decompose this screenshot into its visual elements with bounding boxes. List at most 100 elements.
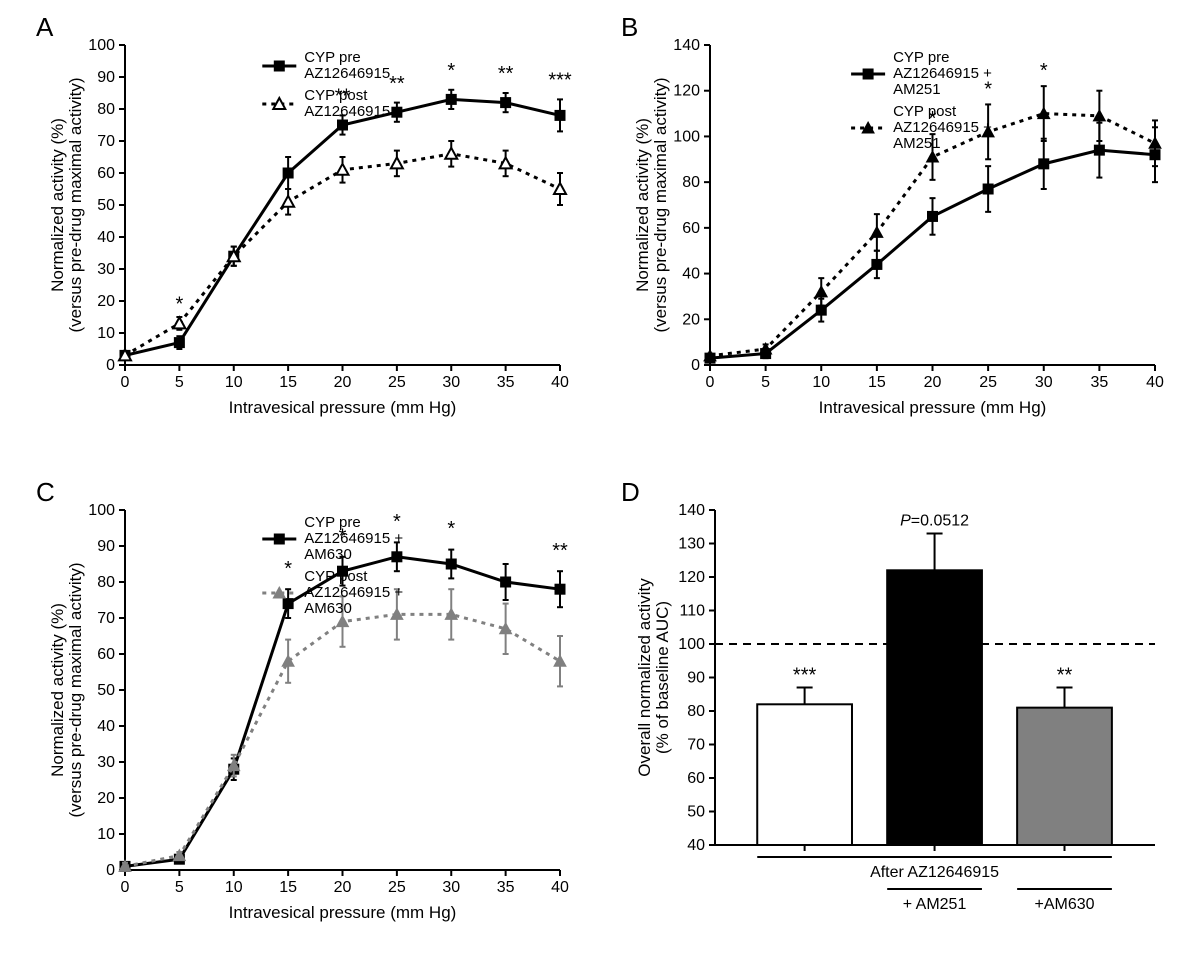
svg-text:5: 5: [761, 374, 770, 391]
svg-text:***: ***: [793, 665, 817, 687]
svg-text:20: 20: [924, 374, 942, 391]
svg-text:50: 50: [687, 804, 705, 821]
svg-text:CYP pre: CYP pre: [893, 49, 949, 66]
svg-text:*: *: [284, 558, 292, 580]
svg-text:40: 40: [682, 266, 700, 283]
svg-text:30: 30: [97, 754, 115, 771]
svg-text:**: **: [1057, 665, 1073, 687]
svg-text:5: 5: [175, 374, 184, 391]
svg-text:30: 30: [1035, 374, 1053, 391]
svg-text:50: 50: [97, 197, 115, 214]
svg-text:***: ***: [548, 70, 572, 92]
svg-text:5: 5: [175, 879, 184, 896]
svg-text:40: 40: [551, 374, 569, 391]
svg-text:60: 60: [97, 646, 115, 663]
svg-text:(versus pre-drug maximal activ: (versus pre-drug maximal activity): [66, 562, 85, 817]
svg-text:CYP post: CYP post: [304, 568, 368, 585]
svg-text:30: 30: [442, 879, 460, 896]
svg-text:60: 60: [97, 165, 115, 182]
svg-text:Normalized activity (%): Normalized activity (%): [48, 603, 67, 777]
svg-text:10: 10: [97, 826, 115, 843]
svg-text:60: 60: [687, 770, 705, 787]
svg-text:20: 20: [97, 790, 115, 807]
svg-text:**: **: [389, 73, 405, 95]
svg-text:Intravesical pressure (mm Hg): Intravesical pressure (mm Hg): [819, 398, 1047, 417]
svg-text:80: 80: [682, 174, 700, 191]
svg-text:*: *: [447, 60, 455, 82]
svg-text:AZ12646915: AZ12646915: [304, 103, 390, 120]
panel-label: C: [36, 477, 55, 508]
svg-text:CYP pre: CYP pre: [304, 49, 360, 66]
svg-text:*: *: [175, 294, 183, 316]
svg-text:AZ12646915 +: AZ12646915 +: [304, 530, 403, 547]
svg-text:AM251: AM251: [893, 81, 941, 98]
svg-text:35: 35: [1090, 374, 1108, 391]
svg-text:0: 0: [106, 357, 115, 374]
svg-text:120: 120: [673, 83, 700, 100]
svg-text:60: 60: [682, 220, 700, 237]
svg-text:25: 25: [388, 879, 406, 896]
svg-text:20: 20: [334, 879, 352, 896]
svg-text:AM630: AM630: [304, 600, 352, 617]
svg-text:35: 35: [497, 374, 515, 391]
svg-text:10: 10: [97, 325, 115, 342]
svg-text:0: 0: [106, 862, 115, 879]
svg-text:Intravesical pressure (mm Hg): Intravesical pressure (mm Hg): [229, 903, 457, 922]
svg-text:15: 15: [279, 374, 297, 391]
svg-text:25: 25: [388, 374, 406, 391]
panel-B: 0204060801001201400510152025303540Intrav…: [615, 10, 1175, 440]
svg-text:P=0.0512: P=0.0512: [900, 512, 969, 529]
svg-text:0: 0: [121, 879, 130, 896]
svg-text:CYP post: CYP post: [893, 103, 957, 120]
svg-text:25: 25: [979, 374, 997, 391]
panel-label: D: [621, 477, 640, 508]
svg-text:80: 80: [687, 703, 705, 720]
svg-text:**: **: [552, 540, 568, 562]
svg-text:(versus pre-drug maximal activ: (versus pre-drug maximal activity): [651, 77, 670, 332]
svg-text:(% of baseline AUC): (% of baseline AUC): [653, 601, 672, 754]
svg-text:*: *: [1040, 60, 1048, 82]
svg-text:CYP pre: CYP pre: [304, 514, 360, 531]
panel-label: A: [36, 12, 53, 43]
svg-text:15: 15: [279, 879, 297, 896]
svg-text:10: 10: [225, 879, 243, 896]
svg-text:20: 20: [334, 374, 352, 391]
svg-text:**: **: [498, 63, 514, 85]
svg-text:100: 100: [88, 502, 115, 519]
svg-text:Normalized activity (%): Normalized activity (%): [48, 118, 67, 292]
svg-text:80: 80: [97, 101, 115, 118]
svg-text:*: *: [447, 518, 455, 540]
svg-text:0: 0: [121, 374, 130, 391]
svg-text:120: 120: [678, 569, 705, 586]
svg-text:30: 30: [97, 261, 115, 278]
svg-text:50: 50: [97, 682, 115, 699]
svg-text:140: 140: [673, 37, 700, 54]
panel-C: 01020304050607080901000510152025303540In…: [30, 475, 580, 945]
svg-text:30: 30: [442, 374, 460, 391]
svg-text:90: 90: [97, 69, 115, 86]
svg-text:40: 40: [97, 229, 115, 246]
svg-text:(versus pre-drug maximal activ: (versus pre-drug maximal activity): [66, 77, 85, 332]
svg-text:20: 20: [97, 293, 115, 310]
svg-text:Overall normalized activity: Overall normalized activity: [635, 578, 654, 777]
panel-A: 01020304050607080901000510152025303540In…: [30, 10, 580, 440]
svg-text:70: 70: [97, 610, 115, 627]
svg-text:70: 70: [687, 737, 705, 754]
svg-text:AZ12646915 +: AZ12646915 +: [304, 584, 403, 601]
svg-text:100: 100: [673, 128, 700, 145]
svg-text:AM251: AM251: [893, 135, 941, 152]
svg-text:Intravesical pressure (mm Hg): Intravesical pressure (mm Hg): [229, 398, 457, 417]
svg-text:130: 130: [678, 536, 705, 553]
panel-D: 405060708090100110120130140Overall norma…: [615, 475, 1175, 945]
svg-text:70: 70: [97, 133, 115, 150]
svg-text:80: 80: [97, 574, 115, 591]
svg-text:40: 40: [1146, 374, 1164, 391]
svg-text:100: 100: [88, 37, 115, 54]
svg-text:20: 20: [682, 311, 700, 328]
svg-text:90: 90: [97, 538, 115, 555]
svg-text:10: 10: [812, 374, 830, 391]
svg-text:Normalized activity (%): Normalized activity (%): [633, 118, 652, 292]
svg-text:40: 40: [687, 837, 705, 854]
svg-text:90: 90: [687, 670, 705, 687]
svg-text:AM630: AM630: [304, 546, 352, 563]
